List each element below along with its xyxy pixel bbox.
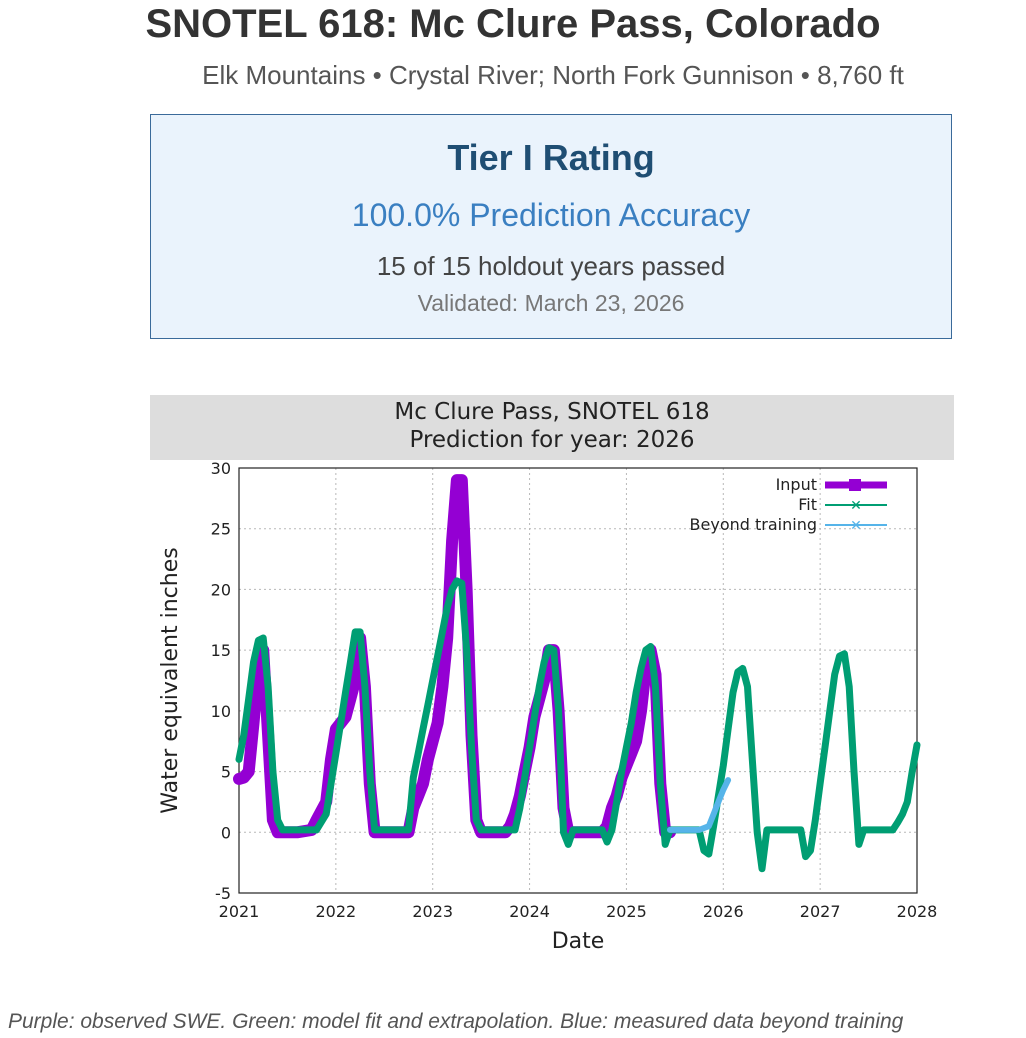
- series-line-input: [233, 474, 676, 839]
- validation-date: Validated: March 23, 2026: [417, 290, 685, 316]
- x-tick-label: 2026: [703, 902, 744, 921]
- rating-card: Tier I Rating 100.0% Prediction Accuracy…: [150, 114, 952, 339]
- y-tick-label: 5: [221, 763, 231, 782]
- legend-label: Beyond training: [690, 515, 817, 534]
- y-tick-label: 25: [211, 520, 231, 539]
- x-tick-label: 2023: [412, 902, 453, 921]
- x-tick-label: 2028: [897, 902, 938, 921]
- prediction-accuracy: 100.0% Prediction Accuracy: [351, 197, 751, 233]
- legend-marker: ✕: [850, 498, 862, 514]
- y-axis-label: Water equivalent inches: [158, 547, 183, 813]
- swe-chart: Mc Clure Pass, SNOTEL 618 Prediction for…: [150, 395, 954, 960]
- x-axis-label: Date: [552, 929, 605, 954]
- y-tick-label: 20: [211, 580, 231, 599]
- page-subtitle: Elk Mountains • Crystal River; North For…: [202, 60, 904, 90]
- chart-subtitle: Prediction for year: 2026: [409, 427, 695, 453]
- y-tick-label: 15: [211, 641, 231, 660]
- rating-title: Tier I Rating: [447, 137, 655, 178]
- legend-label: Fit: [798, 495, 817, 514]
- y-tick-label: -5: [215, 884, 231, 903]
- series-line-beyond-training: [667, 777, 732, 833]
- series-line-fit: [235, 577, 921, 873]
- figure-caption: Purple: observed SWE. Green: model fit a…: [8, 1010, 904, 1033]
- holdout-summary: 15 of 15 holdout years passed: [376, 251, 726, 281]
- x-tick-label: 2025: [606, 902, 647, 921]
- y-tick-label: 30: [211, 459, 231, 478]
- x-tick-label: 2022: [315, 902, 356, 921]
- y-tick-label: 0: [221, 823, 231, 842]
- legend-label: Input: [776, 475, 817, 494]
- chart-header: Mc Clure Pass, SNOTEL 618 Prediction for…: [150, 395, 954, 460]
- legend-marker: ✕: [850, 518, 862, 534]
- x-tick-label: 2024: [509, 902, 550, 921]
- legend-marker: [849, 479, 861, 491]
- page-title: SNOTEL 618: Mc Clure Pass, Colorado: [145, 2, 881, 46]
- x-tick-label: 2027: [800, 902, 841, 921]
- chart-title: Mc Clure Pass, SNOTEL 618: [394, 399, 710, 425]
- y-tick-label: 10: [211, 702, 231, 721]
- x-tick-label: 2021: [219, 902, 260, 921]
- plot-frame: [238, 467, 918, 894]
